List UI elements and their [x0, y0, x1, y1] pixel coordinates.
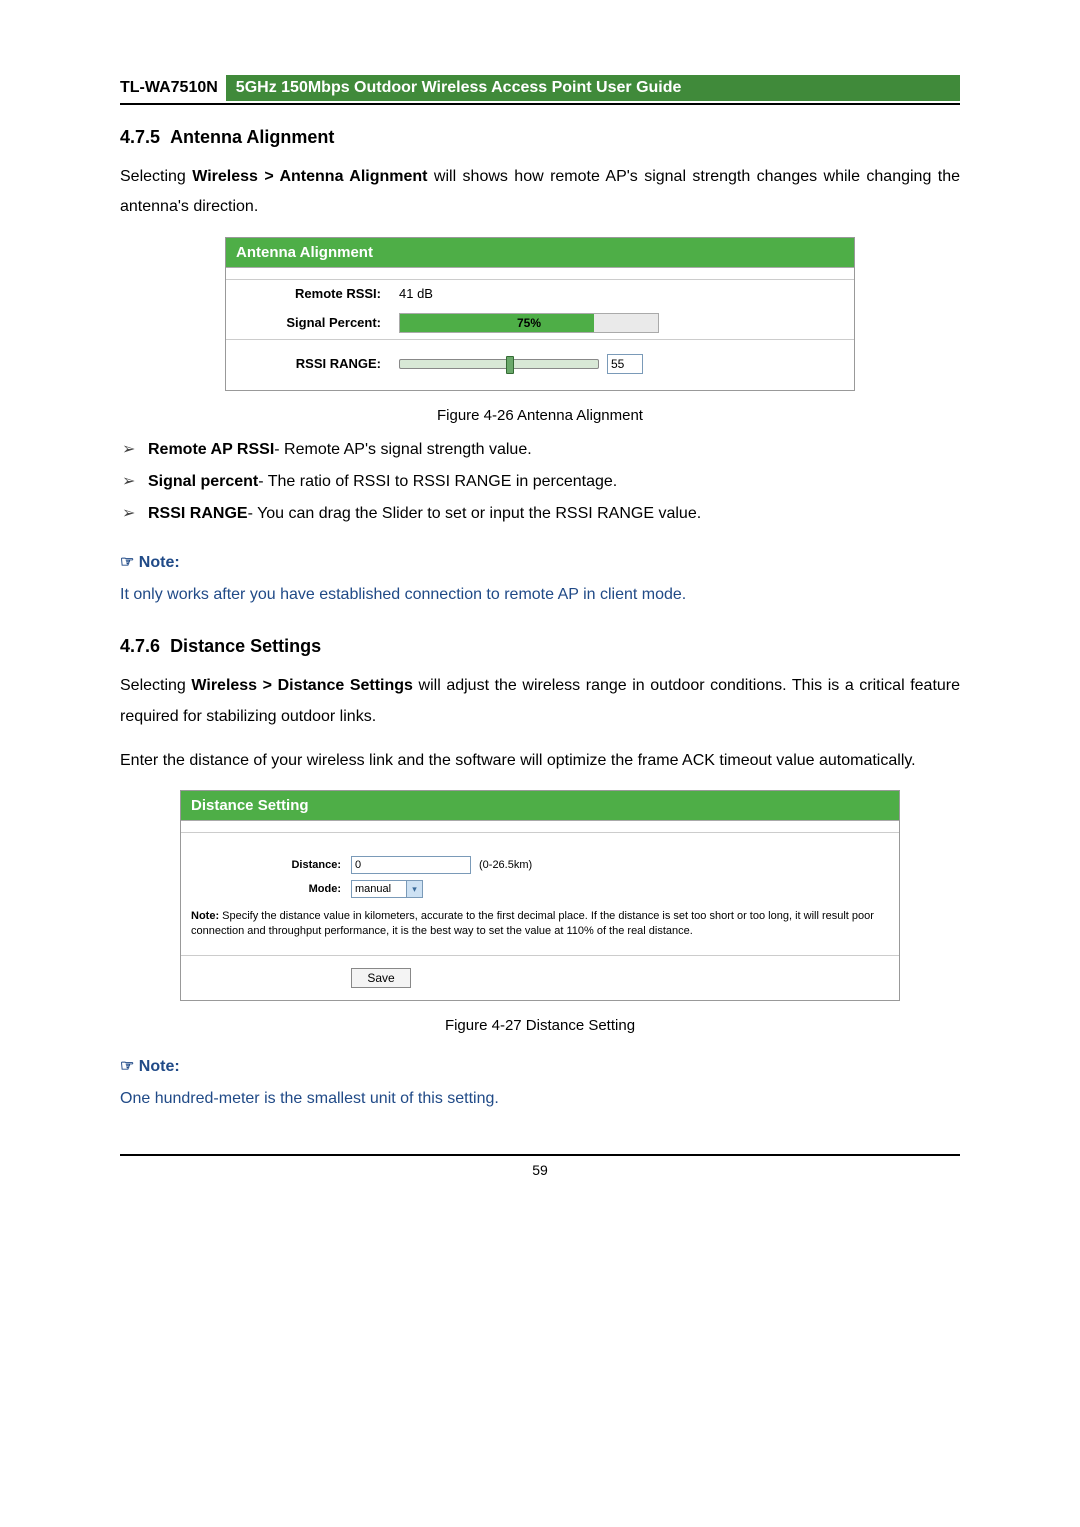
list-item: Signal percent- The ratio of RSSI to RSS… — [120, 466, 960, 498]
list-item: RSSI RANGE- You can drag the Slider to s… — [120, 498, 960, 530]
remote-rssi-row: Remote RSSI: 41 dB — [226, 280, 854, 307]
figure-caption-426: Figure 4-26 Antenna Alignment — [120, 407, 960, 424]
rssi-range-label: RSSI RANGE: — [236, 356, 391, 371]
mode-select-value: manual — [355, 883, 391, 895]
distance-row: Distance: (0-26.5km) — [181, 853, 899, 877]
section-475-intro: Selecting Wireless > Antenna Alignment w… — [120, 162, 960, 223]
figure-caption-427: Figure 4-27 Distance Setting — [120, 1017, 960, 1034]
rssi-range-input[interactable] — [607, 354, 643, 374]
mode-row: Mode: manual ▾ — [181, 877, 899, 901]
doc-header: TL-WA7510N 5GHz 150Mbps Outdoor Wireless… — [120, 75, 960, 105]
signal-percent-label: Signal Percent: — [236, 315, 391, 330]
chevron-down-icon: ▾ — [406, 881, 422, 897]
section-heading-475: 4.7.5 Antenna Alignment — [120, 127, 960, 148]
list-item: Remote AP RSSI- Remote AP's signal stren… — [120, 434, 960, 466]
distance-setting-panel: Distance Setting Distance: (0-26.5km) Mo… — [180, 790, 900, 1001]
distance-input[interactable] — [351, 856, 471, 874]
panel-body: Remote RSSI: 41 dB Signal Percent: 75% R… — [226, 280, 854, 390]
panel-body: Distance: (0-26.5km) Mode: manual ▾ Note… — [181, 833, 899, 1000]
guide-title: 5GHz 150Mbps Outdoor Wireless Access Poi… — [226, 75, 960, 101]
panel-title: Distance Setting — [181, 791, 899, 821]
rssi-range-row: RSSI RANGE: — [226, 340, 854, 390]
section-476-para1: Selecting Wireless > Distance Settings w… — [120, 671, 960, 732]
slider-handle[interactable] — [506, 356, 514, 374]
signal-percent-bar: 75% — [399, 313, 659, 333]
page-number: 59 — [532, 1162, 548, 1178]
save-button[interactable]: Save — [351, 968, 411, 988]
page: TL-WA7510N 5GHz 150Mbps Outdoor Wireless… — [0, 0, 1080, 1527]
section-476-para2: Enter the distance of your wireless link… — [120, 746, 960, 776]
note-heading: Note: — [120, 552, 960, 572]
note-heading: Note: — [120, 1056, 960, 1076]
antenna-alignment-panel: Antenna Alignment Remote RSSI: 41 dB Sig… — [225, 237, 855, 391]
distance-label: Distance: — [191, 859, 351, 871]
mode-select[interactable]: manual ▾ — [351, 880, 423, 898]
distance-panel-note: Note: Specify the distance value in kilo… — [181, 901, 899, 941]
section-number: 4.7.6 — [120, 636, 160, 656]
remote-rssi-value: 41 dB — [391, 286, 433, 301]
panel-separator — [226, 268, 854, 280]
section-title: Antenna Alignment — [170, 127, 334, 147]
note-text: One hundred-meter is the smallest unit o… — [120, 1084, 960, 1114]
section-number: 4.7.5 — [120, 127, 160, 147]
save-row: Save — [181, 956, 899, 1000]
bullet-list-475: Remote AP RSSI- Remote AP's signal stren… — [120, 434, 960, 530]
rssi-range-slider[interactable] — [399, 359, 599, 369]
mode-label: Mode: — [191, 883, 351, 895]
remote-rssi-label: Remote RSSI: — [236, 286, 391, 301]
signal-percent-row: Signal Percent: 75% — [226, 307, 854, 339]
model-number: TL-WA7510N — [120, 79, 226, 97]
section-heading-476: 4.7.6 Distance Settings — [120, 636, 960, 657]
panel-title: Antenna Alignment — [226, 238, 854, 268]
page-footer: 59 — [120, 1154, 960, 1178]
note-text: It only works after you have established… — [120, 580, 960, 610]
section-title: Distance Settings — [170, 636, 321, 656]
signal-percent-text: 75% — [400, 314, 658, 332]
distance-hint: (0-26.5km) — [471, 859, 532, 871]
panel-separator — [181, 821, 899, 833]
